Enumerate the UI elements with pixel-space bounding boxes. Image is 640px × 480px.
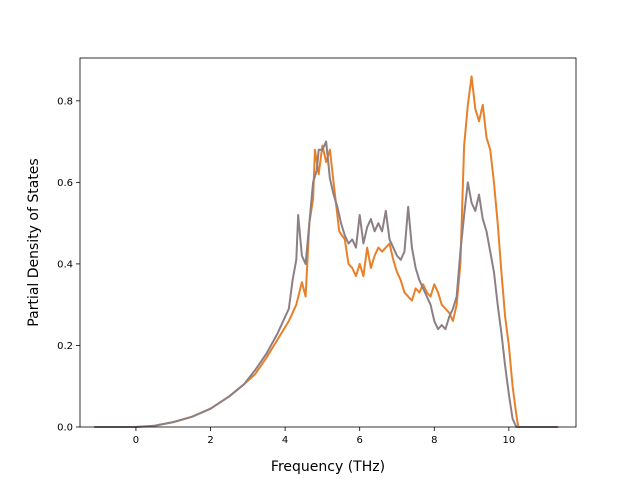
- x-axis-label: Frequency (THz): [271, 459, 385, 475]
- y-tick-label: 0.6: [57, 178, 73, 189]
- x-tick-label: 10: [503, 435, 516, 446]
- y-tick-label: 0.0: [57, 423, 73, 434]
- x-tick-label: 0: [133, 435, 139, 446]
- y-tick-label: 0.8: [57, 96, 73, 107]
- plot-frame: [79, 57, 577, 428]
- x-tick-label: 2: [207, 435, 213, 446]
- x-tick-label: 8: [431, 435, 437, 446]
- series-line-1: [93, 75, 559, 428]
- x-tick-label: 4: [282, 435, 288, 446]
- y-axis-label: Partial Density of States: [26, 158, 42, 326]
- series-line-2: [93, 140, 559, 428]
- x-tick-label: 6: [357, 435, 363, 446]
- ticks-layer: 0 2 4 6 8 10 0.0 0.2 0.4 0.6 0.8: [57, 96, 515, 446]
- y-tick-label: 0.4: [57, 259, 73, 270]
- series-layer: [93, 75, 559, 428]
- y-tick-label: 0.2: [57, 341, 73, 352]
